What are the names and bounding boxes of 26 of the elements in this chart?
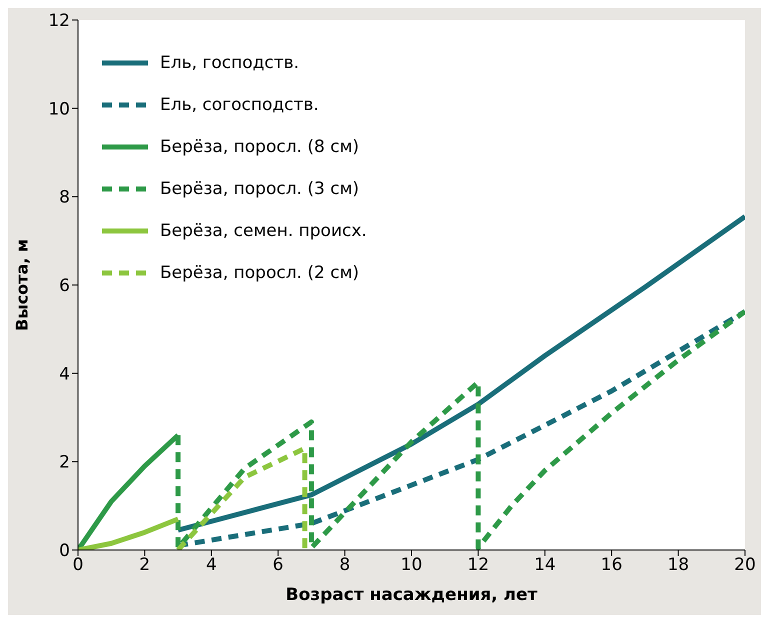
x-tick-label: 14 — [534, 555, 556, 576]
y-tick-label: 2 — [59, 452, 70, 473]
x-tick-label: 4 — [206, 555, 217, 576]
y-tick-label: 12 — [48, 11, 70, 32]
legend-label: Берёза, поросл. (8 см) — [160, 137, 360, 157]
x-tick-label: 18 — [667, 555, 690, 576]
legend-label: Ель, согосподств. — [160, 95, 319, 115]
x-tick-label: 16 — [600, 555, 622, 576]
x-tick-label: 6 — [272, 555, 284, 576]
legend-label: Берёза, поросл. (2 см) — [160, 263, 360, 283]
x-tick-label: 20 — [734, 555, 756, 576]
x-tick-label: 12 — [467, 555, 490, 576]
y-tick-label: 4 — [59, 364, 70, 384]
x-tick-label: 2 — [139, 555, 150, 576]
y-tick-label: 8 — [59, 188, 70, 208]
legend-label: Берёза, семен. происх. — [160, 221, 367, 241]
x-tick-label: 0 — [72, 555, 84, 576]
y-tick-label: 0 — [59, 541, 70, 562]
x-axis-title: Возраст насаждения, лет — [286, 585, 538, 605]
legend-label: Берёза, поросл. (3 см) — [160, 179, 360, 199]
legend-label: Ель, господств. — [160, 53, 300, 73]
y-tick-label: 10 — [48, 99, 70, 120]
y-tick-label: 6 — [59, 276, 70, 296]
y-axis-title: Высота, м — [12, 239, 32, 331]
x-tick-label: 8 — [339, 555, 350, 576]
x-tick-label: 10 — [400, 555, 422, 576]
